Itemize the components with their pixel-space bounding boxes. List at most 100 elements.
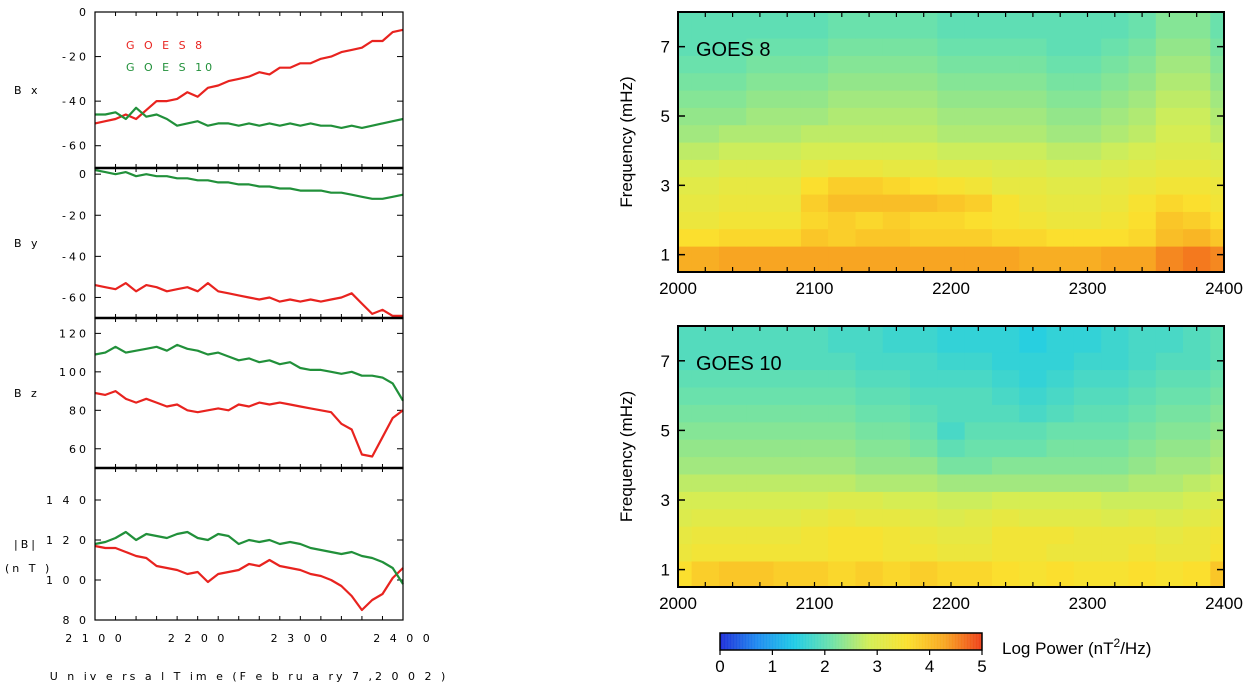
heat-cell bbox=[691, 90, 720, 108]
frame bbox=[94, 11, 404, 169]
heat-cell bbox=[773, 421, 802, 440]
heat-cell bbox=[1101, 421, 1130, 440]
heat-cell bbox=[746, 228, 775, 247]
heat-cell bbox=[1155, 369, 1184, 388]
heat-cell bbox=[828, 38, 856, 56]
heat-cell bbox=[1019, 55, 1048, 74]
heat-cell bbox=[828, 508, 856, 527]
heat-cell bbox=[1128, 421, 1157, 440]
heat-cell bbox=[691, 439, 720, 458]
heat-cell bbox=[746, 421, 775, 440]
heat-cell bbox=[1183, 491, 1211, 510]
heat-cell bbox=[1210, 90, 1225, 108]
heat-cell bbox=[992, 456, 1020, 475]
heat-cell bbox=[1155, 526, 1184, 545]
heat-cell bbox=[1019, 369, 1048, 388]
heat-cell bbox=[992, 439, 1020, 458]
panel-bx: 0 -20 -40 -60 B x G O E S 8 G O E S 10 bbox=[14, 6, 404, 169]
heat-cell bbox=[746, 194, 775, 212]
heat-cell bbox=[910, 456, 938, 475]
heat-cell bbox=[691, 228, 720, 247]
heat-cell bbox=[1155, 55, 1184, 74]
heat-cell bbox=[910, 194, 938, 212]
heat-cell bbox=[910, 473, 938, 492]
heat-cell bbox=[719, 194, 747, 212]
heat-cell bbox=[992, 194, 1020, 212]
heat-cell bbox=[964, 473, 993, 492]
colorbar-tick-label: 3 bbox=[872, 657, 881, 676]
heat-cell bbox=[1210, 12, 1225, 39]
heat-cell bbox=[1073, 508, 1102, 527]
heat-cell bbox=[964, 491, 993, 510]
heat-cell bbox=[719, 526, 747, 545]
frame bbox=[94, 467, 404, 621]
frame bbox=[94, 317, 404, 469]
heat-cell bbox=[1128, 352, 1157, 371]
heat-cell bbox=[910, 107, 938, 126]
heat-cell bbox=[1128, 228, 1157, 247]
heat-cell bbox=[937, 473, 966, 492]
heat-cell bbox=[800, 142, 829, 160]
heat-cell bbox=[828, 72, 856, 91]
heat-cell bbox=[1183, 386, 1211, 405]
heat-cell bbox=[678, 543, 693, 562]
heat-cell bbox=[882, 38, 911, 56]
heat-cell bbox=[773, 456, 802, 475]
heat-cell bbox=[800, 421, 829, 440]
heat-cell bbox=[1073, 38, 1102, 56]
heat-cell bbox=[1101, 369, 1130, 388]
heat-cell bbox=[828, 369, 856, 388]
heat-cell bbox=[719, 456, 747, 475]
heat-cell bbox=[1183, 124, 1211, 143]
label-superscript: 2 bbox=[1114, 636, 1121, 650]
heat-cell bbox=[800, 90, 829, 108]
heat-cell bbox=[1210, 124, 1225, 143]
heat-cell bbox=[800, 124, 829, 143]
heat-cell bbox=[910, 90, 938, 108]
heat-cell bbox=[992, 211, 1020, 230]
heat-cell bbox=[882, 369, 911, 388]
heat-cell bbox=[937, 211, 966, 230]
heat-cell bbox=[773, 124, 802, 143]
frame bbox=[94, 167, 404, 319]
heat-cell bbox=[937, 421, 966, 440]
ytick-label: 60 bbox=[69, 443, 89, 456]
heat-cell bbox=[1128, 211, 1157, 230]
ytick-label: -20 bbox=[62, 209, 89, 222]
ytick-label: -40 bbox=[62, 95, 89, 108]
heat-cell bbox=[1155, 491, 1184, 510]
heat-cell bbox=[992, 142, 1020, 160]
heat-cell bbox=[964, 159, 993, 178]
heat-cell bbox=[910, 228, 938, 247]
heat-cell bbox=[828, 194, 856, 212]
heat-cell bbox=[691, 55, 720, 74]
xtick-label: 2200 bbox=[932, 594, 970, 613]
heat-cell bbox=[882, 194, 911, 212]
ytick-label: -40 bbox=[62, 250, 89, 263]
heat-cell bbox=[1183, 369, 1211, 388]
heat-cell bbox=[992, 352, 1020, 371]
heat-cell bbox=[1019, 38, 1048, 56]
heat-cell bbox=[691, 124, 720, 143]
heat-cell bbox=[678, 421, 693, 440]
heat-cell bbox=[800, 473, 829, 492]
ytick-label: -60 bbox=[62, 291, 89, 304]
heat-cell bbox=[1210, 228, 1225, 247]
heat-cell bbox=[1183, 439, 1211, 458]
heat-cell bbox=[964, 142, 993, 160]
heat-cell bbox=[1019, 421, 1048, 440]
heat-cell bbox=[691, 473, 720, 492]
heat-cell bbox=[1046, 124, 1075, 143]
heat-cell bbox=[828, 90, 856, 108]
heat-cell bbox=[800, 352, 829, 371]
heat-cell bbox=[855, 176, 884, 195]
heat-cell bbox=[691, 369, 720, 388]
heat-cell bbox=[828, 421, 856, 440]
heat-cell bbox=[964, 55, 993, 74]
legend-entry: G O E S 8 bbox=[126, 39, 205, 52]
heat-cell bbox=[1210, 142, 1225, 160]
heat-cell bbox=[719, 386, 747, 405]
heat-cell bbox=[746, 508, 775, 527]
heat-cell bbox=[855, 386, 884, 405]
heat-cell bbox=[1128, 456, 1157, 475]
